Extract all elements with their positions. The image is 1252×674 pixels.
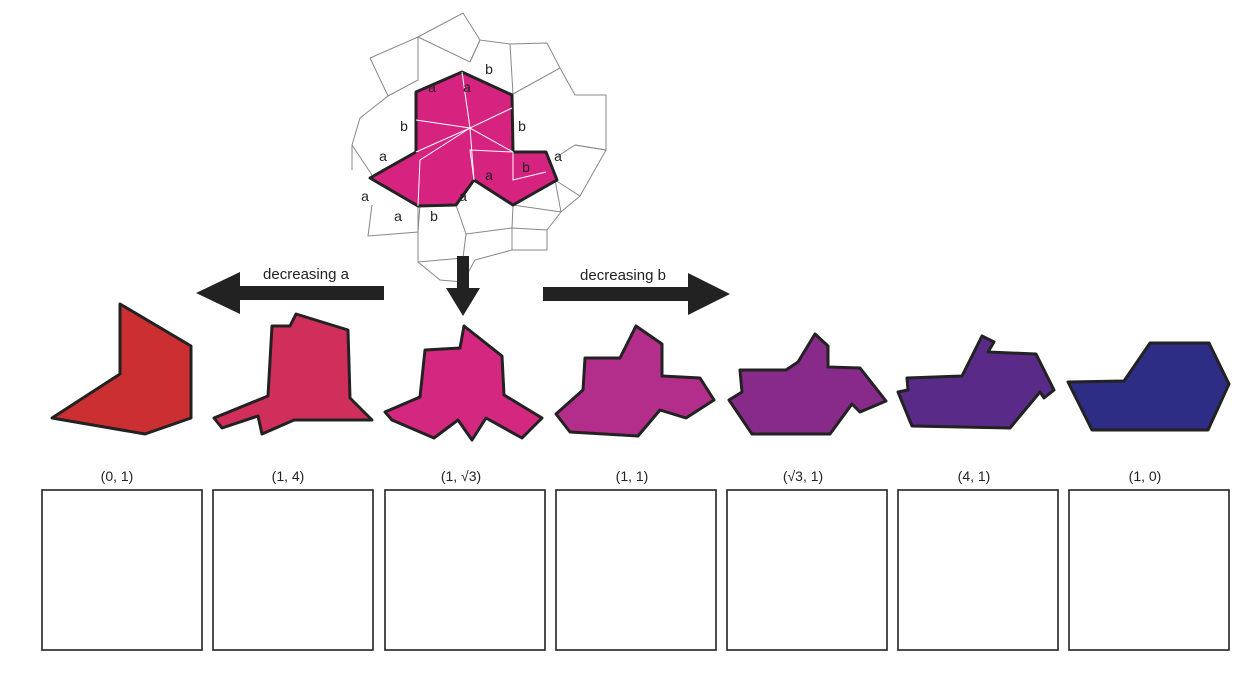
tiling-panels (41, 489, 1230, 651)
hat-internal-kite-lines (415, 71, 547, 207)
tile-shapes-row (50, 302, 1231, 442)
edge-label: a (428, 79, 436, 95)
param-label: (1, 1) (616, 468, 649, 484)
tile-shape-4 (727, 332, 888, 436)
panel-frame (1068, 489, 1230, 651)
hat-tile-highlight (368, 70, 559, 208)
param-label: (1, √3) (441, 468, 481, 484)
tile-shape-6 (1066, 341, 1231, 432)
panel-frame (555, 489, 717, 651)
panel-frame (384, 489, 546, 651)
param-label: (4, 1) (958, 468, 991, 484)
param-label: (1, 0) (1129, 468, 1162, 484)
panel-frame (212, 489, 374, 651)
edge-label: b (522, 159, 530, 175)
edge-label: a (485, 167, 493, 183)
kite-grid-diagram: a b a b b a a b a a a a b (351, 12, 607, 283)
decreasing-b-label: decreasing b (580, 267, 666, 284)
edge-label: b (430, 208, 438, 224)
edge-labels: a b a b b a a b a a a a b (361, 61, 562, 224)
edge-label: a (459, 188, 467, 204)
tiling-panel (384, 489, 546, 651)
edge-label: a (361, 188, 369, 204)
kite-grid-lines (351, 12, 607, 283)
tiling-panel (555, 489, 717, 651)
decreasing-b-arrow: decreasing b (543, 267, 730, 315)
tiling-panel (41, 489, 203, 651)
tile-shape-2 (383, 324, 544, 442)
tile-shape-1 (212, 312, 374, 436)
tiling-panel (212, 489, 374, 651)
edge-label: b (518, 118, 526, 134)
panel-frame (41, 489, 203, 651)
decreasing-a-arrow: decreasing a (196, 266, 384, 314)
edge-label: a (394, 208, 402, 224)
parameter-labels: (0, 1) (1, 4) (1, √3) (1, 1) (√3, 1) (4,… (101, 468, 1162, 484)
edge-label: a (554, 148, 562, 164)
tile-shape-5 (896, 334, 1056, 430)
tiling-panel (1068, 489, 1230, 651)
edge-label: a (463, 79, 471, 95)
tiling-panel (726, 489, 888, 651)
arrows: decreasing a decreasing b (196, 256, 730, 316)
decreasing-a-label: decreasing a (263, 266, 350, 283)
down-arrow (446, 256, 480, 316)
tiling-panel (897, 489, 1059, 651)
edge-label: b (400, 118, 408, 134)
tile-shape-0 (50, 302, 193, 436)
param-label: (√3, 1) (783, 468, 823, 484)
edge-label: b (485, 61, 493, 77)
tile-shape-3 (554, 324, 716, 438)
panel-frame (726, 489, 888, 651)
param-label: (1, 4) (272, 468, 305, 484)
panel-frame (897, 489, 1059, 651)
edge-label: a (379, 148, 387, 164)
param-label: (0, 1) (101, 468, 134, 484)
